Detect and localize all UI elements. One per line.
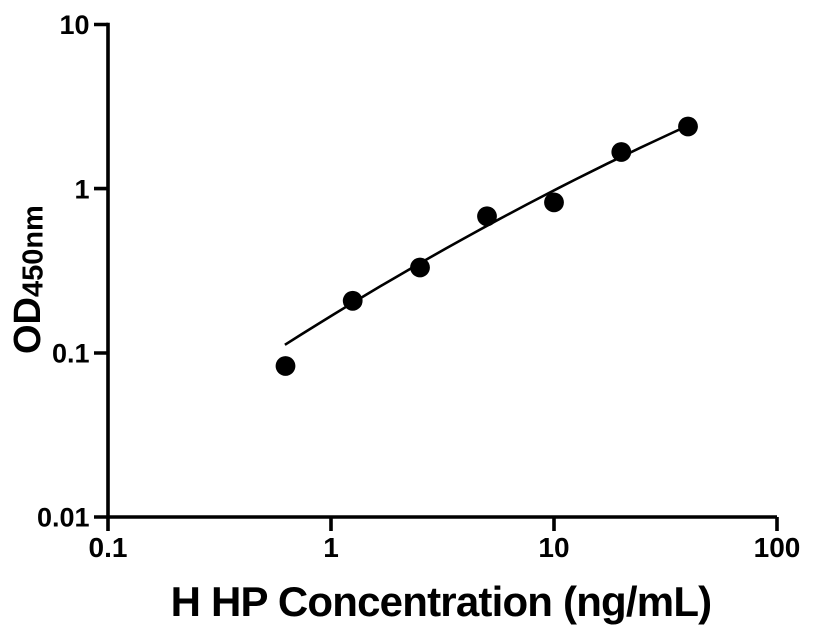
svg-text:0.1: 0.1	[52, 339, 90, 369]
svg-text:0.01: 0.01	[37, 503, 90, 533]
svg-text:10: 10	[59, 10, 89, 40]
svg-text:100: 100	[754, 532, 801, 563]
svg-text:10: 10	[538, 532, 569, 563]
svg-text:1: 1	[323, 532, 339, 563]
svg-text:0.1: 0.1	[89, 532, 128, 563]
svg-text:H HP Concentration (ng/mL): H HP Concentration (ng/mL)	[171, 578, 712, 625]
svg-text:1: 1	[74, 174, 89, 204]
